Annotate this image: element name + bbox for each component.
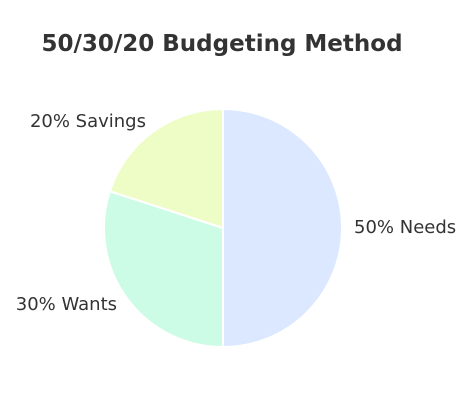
pie-slice-50-needs [222, 107, 343, 349]
pie-slice-20-savings [108, 107, 224, 230]
chart-title: 50/30/20 Budgeting Method [41, 31, 402, 57]
slice-label-20-savings: 20% Savings [30, 111, 146, 132]
pie-slices [103, 107, 343, 349]
slice-label-50-needs: 50% Needs [354, 217, 456, 238]
pie-slice-30-wants [103, 189, 224, 349]
slice-labels: 50% Needs 30% Wants 20% Savings [16, 111, 456, 315]
slice-label-30-wants: 30% Wants [16, 294, 117, 315]
